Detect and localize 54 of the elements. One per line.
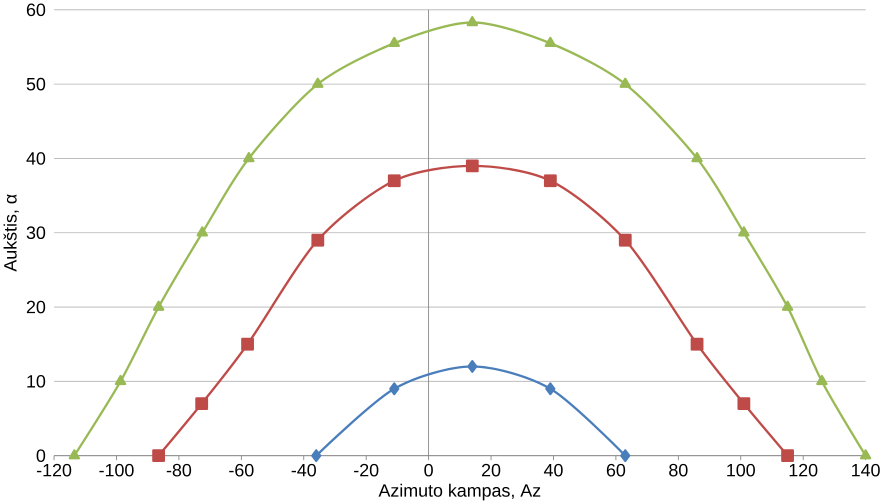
point — [114, 375, 126, 386]
point — [388, 174, 401, 188]
point — [544, 174, 557, 188]
x-tick-label: 0 — [424, 464, 433, 477]
y-axis-title: Aukštis, α — [4, 194, 19, 272]
x-tick-label: -40 — [292, 464, 316, 477]
y-tick-label: 30 — [26, 226, 46, 240]
point — [195, 397, 208, 410]
point — [782, 300, 794, 311]
point — [152, 449, 166, 462]
point — [311, 449, 322, 462]
point — [311, 234, 324, 247]
point — [196, 226, 208, 237]
point — [860, 449, 872, 460]
x-axis-title: Azimuto kampas, Az — [378, 484, 540, 500]
point — [68, 449, 80, 460]
x-tick-label: 140 — [852, 464, 880, 477]
y-tick-label: 40 — [26, 152, 46, 165]
point — [152, 300, 164, 311]
point — [243, 152, 255, 162]
x-tick-label: 80 — [669, 464, 688, 477]
point — [389, 382, 400, 396]
point — [241, 338, 254, 351]
point — [690, 338, 704, 351]
point — [388, 36, 400, 48]
x-tick-label: 40 — [544, 464, 563, 477]
point — [737, 397, 750, 410]
x-tick-label: -100 — [99, 464, 134, 477]
x-tick-label: -120 — [36, 464, 72, 477]
x-tick-label: 60 — [606, 464, 626, 477]
point — [544, 36, 556, 48]
point — [466, 160, 479, 172]
point — [620, 78, 631, 88]
x-tick-label: 120 — [790, 464, 818, 477]
point — [738, 226, 750, 237]
point — [466, 16, 478, 26]
point — [816, 375, 828, 386]
x-tick-label: -80 — [166, 464, 192, 477]
point — [691, 152, 703, 162]
point — [781, 449, 794, 462]
x-tick-label: 20 — [482, 464, 500, 477]
point — [312, 78, 324, 88]
y-tick-label: 0 — [36, 449, 46, 462]
point — [467, 360, 478, 373]
point — [620, 449, 630, 462]
y-tick-label: 20 — [26, 300, 46, 314]
x-tick-label: -20 — [354, 464, 378, 477]
x-tick-label: -60 — [229, 464, 254, 477]
point — [545, 382, 556, 396]
point — [618, 234, 632, 247]
y-tick-label: 60 — [26, 4, 46, 16]
y-tick-label: 50 — [26, 78, 46, 91]
x-tick-label: 100 — [727, 464, 755, 477]
y-tick-label: 10 — [27, 375, 46, 388]
